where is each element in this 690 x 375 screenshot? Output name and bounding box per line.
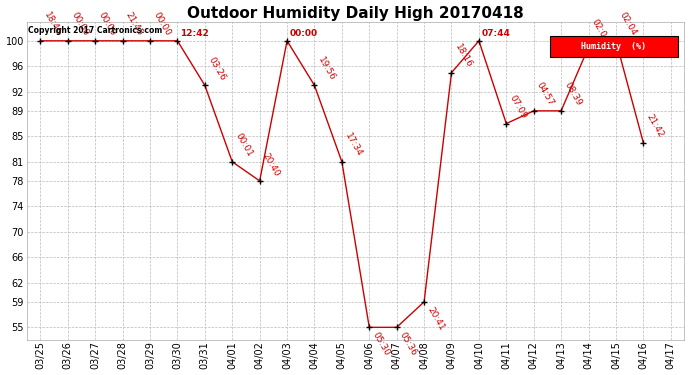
Text: 18:46: 18:46 bbox=[42, 11, 63, 38]
Text: 02:04: 02:04 bbox=[590, 17, 611, 44]
Text: 00:01: 00:01 bbox=[234, 132, 255, 159]
Text: 07:44: 07:44 bbox=[482, 28, 511, 38]
Text: Copyright 2017 Cartronics.com: Copyright 2017 Cartronics.com bbox=[28, 27, 162, 36]
Text: 20:41: 20:41 bbox=[426, 305, 446, 332]
Text: 18:16: 18:16 bbox=[453, 43, 473, 69]
Text: 00:00: 00:00 bbox=[290, 28, 318, 38]
FancyBboxPatch shape bbox=[550, 36, 678, 57]
Text: 02:04: 02:04 bbox=[618, 11, 638, 38]
Text: 19:56: 19:56 bbox=[316, 55, 337, 82]
Text: 00:00: 00:00 bbox=[97, 11, 117, 38]
Text: 07:09: 07:09 bbox=[508, 93, 529, 120]
Text: 08:39: 08:39 bbox=[562, 81, 583, 108]
Text: 05:30: 05:30 bbox=[371, 330, 391, 357]
Text: 05:36: 05:36 bbox=[398, 330, 419, 357]
Text: 20:40: 20:40 bbox=[261, 151, 282, 178]
Text: 21:42: 21:42 bbox=[644, 113, 665, 140]
Text: 03:26: 03:26 bbox=[206, 56, 227, 82]
Title: Outdoor Humidity Daily High 20170418: Outdoor Humidity Daily High 20170418 bbox=[187, 6, 524, 21]
Text: 17:34: 17:34 bbox=[343, 132, 364, 159]
Text: 04:57: 04:57 bbox=[535, 81, 555, 108]
Text: Humidity  (%): Humidity (%) bbox=[581, 42, 647, 51]
Text: 12:42: 12:42 bbox=[180, 28, 209, 38]
Text: 21:45: 21:45 bbox=[124, 11, 145, 38]
Text: 00:00: 00:00 bbox=[151, 11, 172, 38]
Text: 00:00: 00:00 bbox=[69, 11, 90, 38]
